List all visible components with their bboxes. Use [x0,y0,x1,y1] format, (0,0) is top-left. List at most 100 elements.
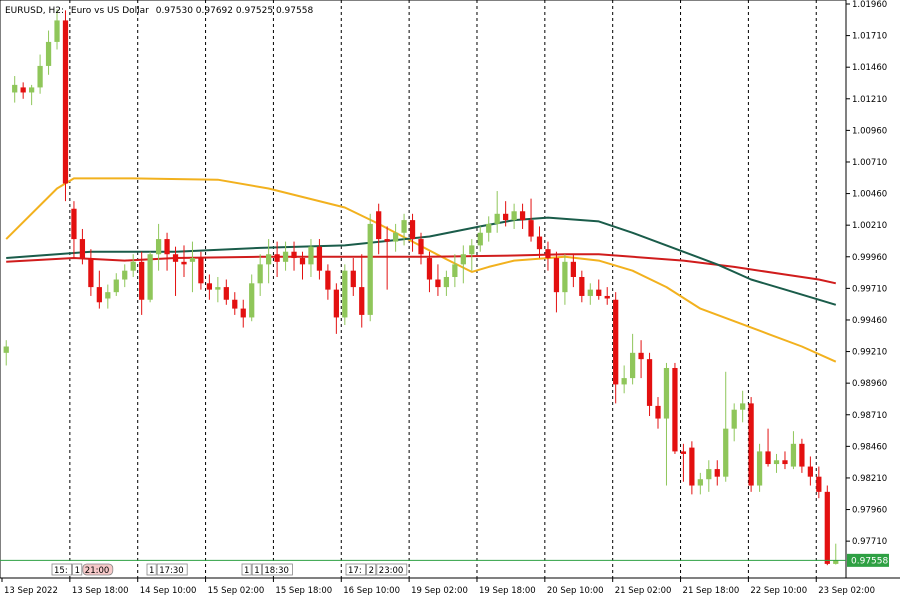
candle-body [223,287,229,300]
event-marker: 15: 1 21:00 [51,563,114,576]
candle [756,443,763,492]
time-tick-label: 15 Sep 18:00 [275,586,332,596]
candle-body [773,460,780,465]
candle-body [494,213,500,224]
candle [426,251,433,293]
event-marker-label: 1 [254,566,259,576]
candle [359,254,365,328]
candle-body [20,87,26,93]
candle-body [452,264,458,277]
candle-body [359,287,365,315]
candle [105,284,111,309]
candle [62,10,69,202]
price-tick-label: 1.00210 [852,221,887,231]
candle-body [680,451,687,454]
candle-body [562,261,568,293]
price-tick-label: 1.01460 [852,63,887,73]
time-tick-label: 16 Sep 10:00 [343,586,400,596]
candle [629,333,636,385]
candle-body [748,403,754,486]
candle-body [206,283,213,290]
time-tick-label: 13 Sep 18:00 [72,586,129,596]
candle-body [79,239,86,259]
candle [401,213,407,246]
event-marker-box [72,563,83,576]
candle-body [723,428,729,477]
candle-body [646,359,653,406]
price-tick-label: 1.01210 [852,95,887,105]
candle [562,254,568,305]
candle-body [181,261,187,265]
price-tick-label: 0.98460 [852,442,887,452]
candle [257,254,263,296]
candle [71,201,77,259]
event-marker-box [82,563,114,576]
price-tick-label: 0.97710 [852,537,887,547]
candle-body [655,405,661,419]
candle [384,226,390,290]
candle [570,254,576,288]
event-marker-label: 1 [244,566,249,576]
candle-body [282,251,289,262]
candle-body [579,276,585,296]
candle [536,226,543,259]
price-tick-label: 1.01710 [852,32,887,42]
candle-body [139,261,145,300]
candle [155,223,162,271]
candle [249,274,255,322]
candle [198,251,204,290]
candle-body [54,20,60,42]
candle [587,283,593,305]
candle [367,213,373,322]
candle [443,270,450,296]
candle [291,241,297,271]
candle [3,340,9,366]
price-tick-label: 0.97960 [852,506,887,516]
candle-body [731,409,737,429]
candle [519,203,526,229]
candle-body [460,254,466,265]
candle [680,443,687,482]
event-marker-label: 21:00 [85,566,110,576]
candle-body [613,299,619,385]
candle-body [147,254,153,300]
candle [731,403,737,442]
candle [130,254,136,277]
plot-frame [0,0,847,579]
candle-body [807,466,813,477]
candle [282,241,289,271]
candle [88,249,94,296]
event-marker-label: 23:00 [379,566,404,576]
candle-body [663,367,670,419]
candle-body [401,220,407,233]
candle-body [257,264,263,284]
candle-body [790,443,797,467]
candle-body [672,367,678,452]
candle-body [519,211,526,221]
candle-body [299,258,306,265]
candle [528,198,534,242]
candle [613,292,619,404]
price-tick-label: 0.98960 [852,379,887,389]
candle-body [113,279,119,293]
price-tick-label: 0.99460 [852,316,887,326]
candle [638,340,644,379]
candle-body [71,208,77,240]
candle [714,460,720,486]
event-marker-label: 2 [369,566,374,576]
candle [113,273,119,296]
candle [79,228,86,265]
candle-body [392,232,399,242]
event-marker-label: 1 [75,566,80,576]
candle [435,264,441,296]
time-axis: 13 Sep 2022 13 Sep 18:00 14 Sep 10:00 15 Se… [1,578,875,596]
time-tick-label: 13 Sep 2022 [4,586,58,596]
candle-body [604,295,610,299]
candle [511,203,517,229]
candle-body [765,451,771,465]
price-tick-label: 1.00960 [852,126,887,136]
candle-body [528,220,534,237]
candle-body [553,258,560,293]
candle-body [638,352,644,360]
